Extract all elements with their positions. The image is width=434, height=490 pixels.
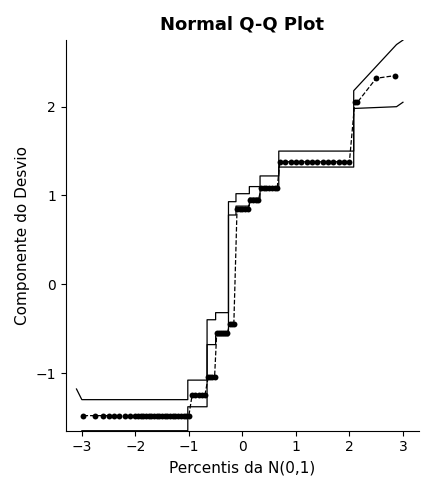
Point: [341, 158, 348, 166]
Point: [127, 412, 134, 419]
Point: [189, 392, 196, 399]
Point: [213, 329, 220, 337]
Point: [172, 412, 179, 419]
Point: [161, 412, 168, 419]
Point: [258, 184, 265, 192]
Point: [233, 205, 240, 213]
Point: [180, 412, 187, 419]
Point: [247, 196, 254, 204]
Point: [335, 158, 342, 166]
Point: [151, 412, 158, 419]
Point: [287, 158, 294, 166]
Point: [167, 412, 174, 419]
Point: [276, 158, 283, 166]
Point: [140, 412, 147, 419]
Point: [263, 184, 270, 192]
Point: [164, 412, 171, 419]
Point: [309, 158, 316, 166]
Point: [271, 184, 278, 192]
Point: [354, 98, 361, 106]
Point: [111, 412, 118, 419]
Point: [132, 412, 139, 419]
Point: [192, 392, 199, 399]
Point: [274, 184, 281, 192]
Point: [220, 329, 227, 337]
Point: [145, 412, 152, 419]
Point: [266, 184, 273, 192]
Point: [260, 184, 267, 192]
Point: [373, 74, 380, 82]
Point: [351, 98, 358, 106]
Point: [201, 392, 208, 399]
Point: [222, 329, 229, 337]
Title: Normal Q-Q Plot: Normal Q-Q Plot: [161, 15, 324, 33]
Point: [346, 158, 353, 166]
Point: [293, 158, 299, 166]
Point: [236, 205, 243, 213]
Point: [250, 196, 256, 204]
X-axis label: Percentis da N(0,1): Percentis da N(0,1): [169, 460, 316, 475]
Point: [224, 329, 231, 337]
Point: [314, 158, 321, 166]
Point: [298, 158, 305, 166]
Point: [105, 412, 112, 419]
Point: [135, 412, 141, 419]
Point: [211, 373, 218, 381]
Point: [116, 412, 123, 419]
Point: [205, 373, 212, 381]
Point: [391, 72, 398, 79]
Point: [255, 196, 262, 204]
Point: [185, 412, 192, 419]
Point: [92, 412, 99, 419]
Point: [153, 412, 160, 419]
Point: [175, 412, 182, 419]
Point: [80, 412, 87, 419]
Point: [282, 158, 289, 166]
Point: [226, 320, 233, 328]
Point: [156, 412, 163, 419]
Point: [169, 412, 176, 419]
Point: [148, 412, 155, 419]
Point: [244, 205, 251, 213]
Point: [252, 196, 259, 204]
Point: [217, 329, 224, 337]
Point: [209, 373, 216, 381]
Point: [330, 158, 337, 166]
Point: [228, 320, 235, 328]
Point: [303, 158, 310, 166]
Point: [230, 320, 237, 328]
Point: [178, 412, 184, 419]
Point: [215, 329, 222, 337]
Point: [121, 412, 128, 419]
Point: [242, 205, 249, 213]
Point: [100, 412, 107, 419]
Point: [198, 392, 205, 399]
Point: [268, 184, 275, 192]
Point: [207, 373, 214, 381]
Point: [195, 392, 202, 399]
Point: [325, 158, 332, 166]
Point: [143, 412, 150, 419]
Point: [183, 412, 190, 419]
Point: [159, 412, 166, 419]
Point: [137, 412, 144, 419]
Point: [239, 205, 246, 213]
Y-axis label: Componente do Desvio: Componente do Desvio: [15, 146, 30, 325]
Point: [319, 158, 326, 166]
